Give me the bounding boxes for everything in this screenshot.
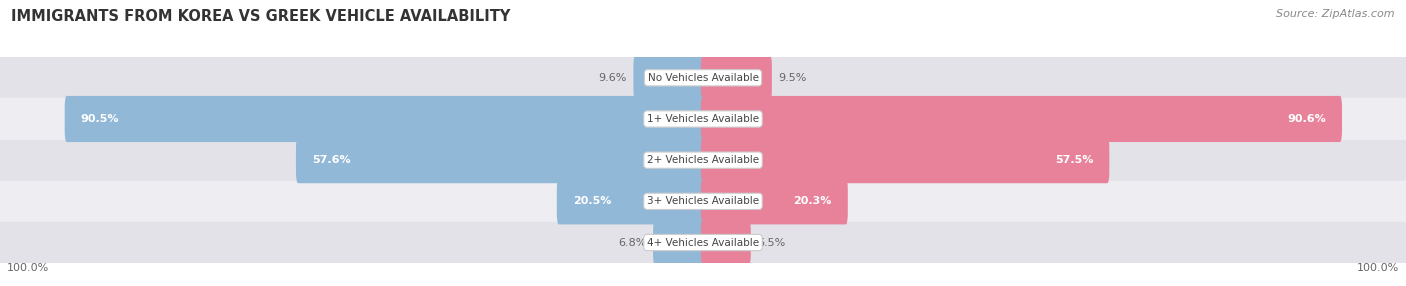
Bar (0, 98, 1406, 140)
Text: 6.5%: 6.5% (756, 238, 786, 247)
Bar (0, 57, 1406, 98)
Bar (0, 222, 1406, 263)
Text: 90.5%: 90.5% (82, 114, 120, 124)
Text: 9.5%: 9.5% (779, 73, 807, 83)
Text: 2+ Vehicles Available: 2+ Vehicles Available (647, 155, 759, 165)
FancyBboxPatch shape (700, 219, 751, 266)
Text: 3+ Vehicles Available: 3+ Vehicles Available (647, 196, 759, 206)
FancyBboxPatch shape (700, 137, 1109, 183)
FancyBboxPatch shape (633, 55, 706, 101)
FancyBboxPatch shape (700, 178, 848, 225)
Text: 57.5%: 57.5% (1054, 155, 1094, 165)
Text: 100.0%: 100.0% (7, 263, 49, 273)
FancyBboxPatch shape (557, 178, 706, 225)
FancyBboxPatch shape (700, 96, 1343, 142)
Text: 9.6%: 9.6% (599, 73, 627, 83)
Text: 20.3%: 20.3% (793, 196, 832, 206)
Bar (0, 181, 1406, 222)
Text: 20.5%: 20.5% (574, 196, 612, 206)
Bar (0, 140, 1406, 181)
Text: 90.6%: 90.6% (1286, 114, 1326, 124)
FancyBboxPatch shape (700, 55, 772, 101)
Text: Source: ZipAtlas.com: Source: ZipAtlas.com (1277, 9, 1395, 19)
Text: IMMIGRANTS FROM KOREA VS GREEK VEHICLE AVAILABILITY: IMMIGRANTS FROM KOREA VS GREEK VEHICLE A… (11, 9, 510, 23)
Text: 100.0%: 100.0% (1357, 263, 1399, 273)
FancyBboxPatch shape (65, 96, 704, 142)
Text: 6.8%: 6.8% (619, 238, 647, 247)
Text: 57.6%: 57.6% (312, 155, 350, 165)
Text: 4+ Vehicles Available: 4+ Vehicles Available (647, 238, 759, 247)
Text: No Vehicles Available: No Vehicles Available (648, 73, 758, 83)
FancyBboxPatch shape (652, 219, 706, 266)
Text: 1+ Vehicles Available: 1+ Vehicles Available (647, 114, 759, 124)
FancyBboxPatch shape (297, 137, 706, 183)
